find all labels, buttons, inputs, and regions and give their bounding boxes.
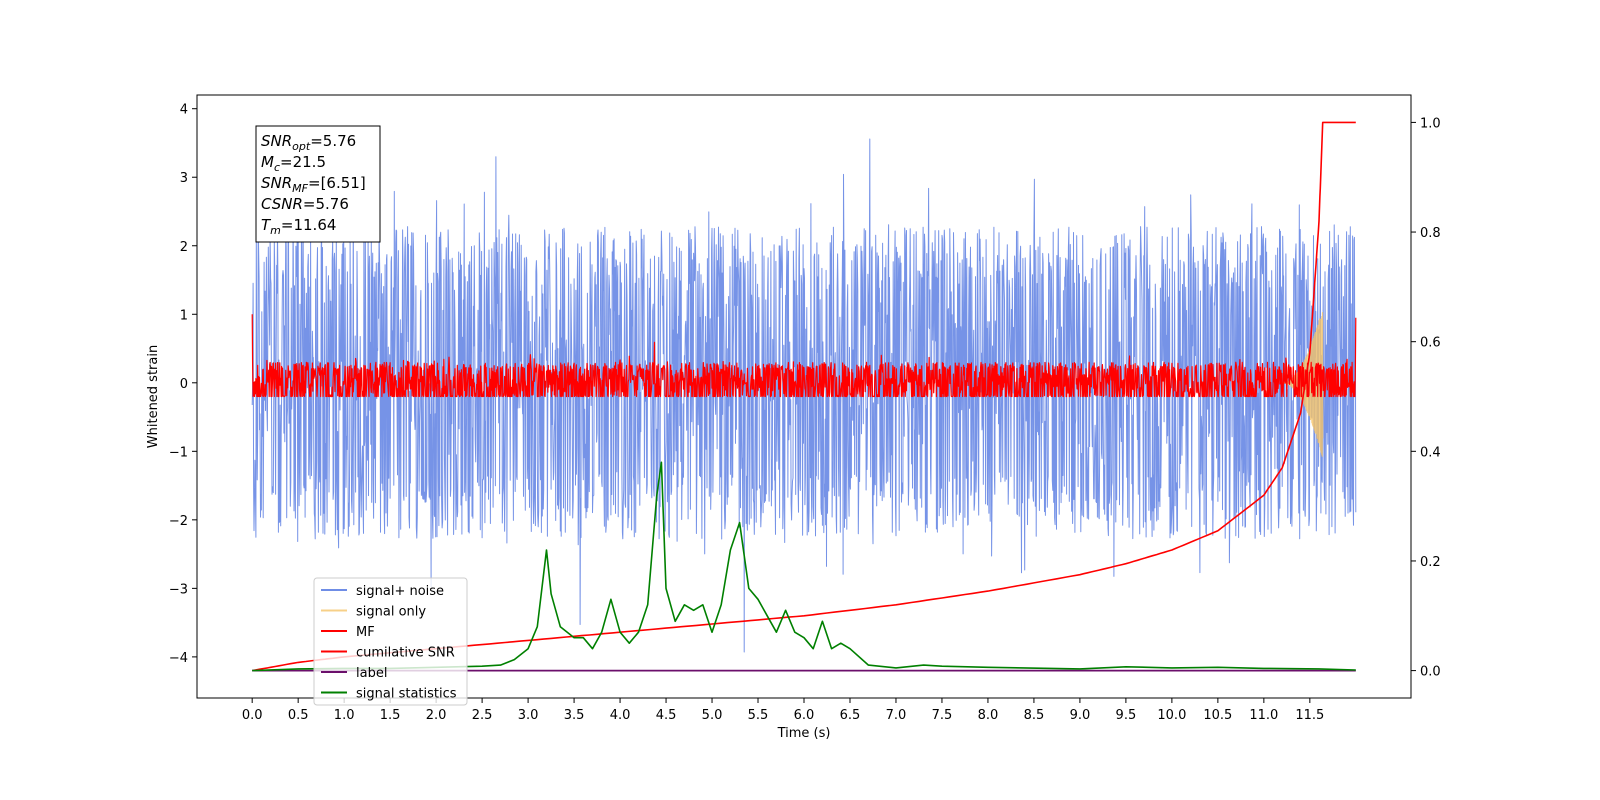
y-axis-left: −4 −3 −2 −1 0 1 2 3 4 [169,103,197,666]
y2-tick-label: 0.8 [1420,226,1441,241]
x-tick-label: 2.0 [426,708,447,723]
y-tick-label: 2 [180,240,188,255]
annotation-line: Mc=21.5 [261,153,326,174]
x-tick-label: 5.0 [702,708,723,723]
y-tick-label: 3 [180,171,188,186]
x-tick-label: 3.0 [518,708,539,723]
x-tick-label: 0.0 [242,708,263,723]
x-tick-label: 8.0 [978,708,999,723]
legend-label: signal+ noise [356,584,444,599]
y-axis-right: 0.0 0.2 0.4 0.6 0.8 1.0 [1411,116,1441,680]
x-tick-label: 6.0 [794,708,815,723]
legend: signal+ noise signal only MF cumilative SNR… [313,577,468,706]
x-tick-label: 8.5 [1024,708,1045,723]
x-tick-label: 9.0 [1070,708,1091,723]
legend-label: signal statistics [356,687,457,702]
legend-label: signal only [356,605,426,620]
x-tick-label: 11.0 [1249,708,1278,723]
x-axis-title: Time (s) [777,726,831,741]
x-tick-label: 7.5 [932,708,953,723]
annotation-line: SNRopt=5.76 [261,132,356,153]
y-tick-label: −4 [169,651,188,666]
y2-tick-label: 1.0 [1420,116,1441,131]
y-tick-label: 4 [180,103,188,118]
x-tick-label: 2.5 [472,708,493,723]
annotation-line: SNRMF=[6.51] [261,174,366,195]
y-tick-label: 1 [180,308,188,323]
x-tick-label: 9.5 [1116,708,1137,723]
x-tick-label: 7.0 [886,708,907,723]
series-line-signal-statistics [252,461,1356,672]
x-tick-label: 4.5 [656,708,677,723]
annotation-line: Tm=11.64 [261,216,336,237]
x-tick-label: 5.5 [748,708,769,723]
x-tick-label: 6.5 [840,708,861,723]
x-tick-label: 10.5 [1203,708,1232,723]
annotation-line: CSNR=5.76 [261,195,349,213]
y-tick-label: 0 [180,377,188,392]
legend-label: cumilative SNR [356,646,455,661]
x-tick-label: 3.5 [564,708,585,723]
x-tick-label: 1.5 [380,708,401,723]
y2-tick-label: 0.6 [1420,336,1441,351]
y2-tick-label: 0.4 [1420,445,1441,460]
y-tick-label: −1 [169,445,188,460]
y-tick-label: −2 [169,514,188,529]
legend-label: label [356,666,387,681]
y2-tick-label: 0.0 [1420,665,1441,680]
y-axis-title: Whitened strain [146,345,161,448]
series-line-mf [251,314,1357,398]
y-tick-label: −3 [169,582,188,597]
x-tick-label: 0.5 [288,708,309,723]
x-axis: 0.0 0.5 1.0 1.5 2.0 2.5 3.0 3.5 4.0 4.5 5.0 5.5 6.0 6… [242,698,1324,723]
x-tick-label: 10.0 [1157,708,1186,723]
x-tick-label: 11.5 [1295,708,1324,723]
legend-label: MF [356,625,375,640]
y2-tick-label: 0.2 [1420,555,1441,570]
x-tick-label: 1.0 [334,708,355,723]
legend-frame [313,577,468,706]
x-tick-label: 4.0 [610,708,631,723]
annotation-frame [255,125,381,243]
series-line-signal-noise [251,138,1357,653]
